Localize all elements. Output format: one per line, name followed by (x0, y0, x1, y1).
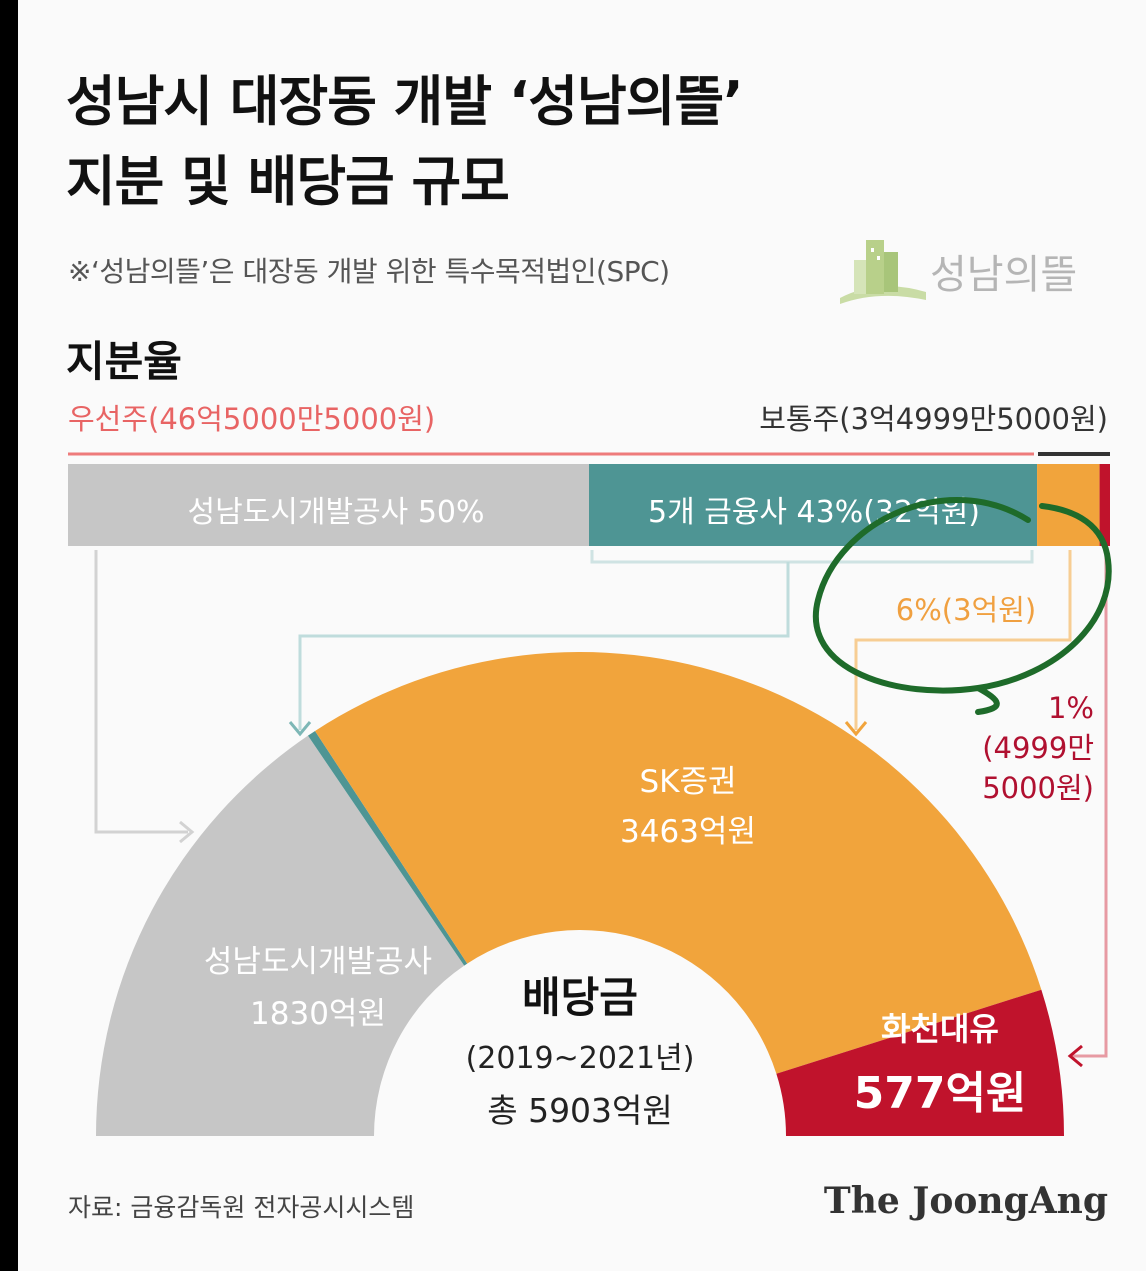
hwacheon-share-label-3: 5000원) (982, 771, 1094, 805)
share-and-dividend-chart: 성남도시개발공사 50% 5개 금융사 43%(32억원) 6%(3억원) 1%… (68, 452, 1112, 1136)
page-title: 성남시 대장동 개발 ‘성남의뜰’ 지분 및 배당금 규모 (66, 62, 744, 222)
teal-bracket (590, 550, 1034, 564)
slice-value-sk: 3463억원 (620, 814, 756, 850)
slice-value-hwacheon: 577억원 (854, 1068, 1027, 1119)
logo-text: 성남의뜰 (930, 252, 1078, 298)
annotation-circle (812, 496, 1112, 715)
slice-name-sungnam: 성남도시개발공사 (204, 944, 432, 980)
slice-hwacheon (776, 989, 1064, 1136)
donut-total: 총 5903억원 (487, 1091, 673, 1130)
slice-name-hwacheon: 화천대유 (881, 1010, 999, 1048)
donut-title: 배당금 (522, 973, 638, 1022)
preferred-share-label: 우선주(46억5000만5000원) (68, 402, 436, 436)
teal-connector (298, 562, 790, 730)
bar-segment-financial (589, 464, 1038, 546)
share-bar (68, 464, 1110, 546)
hwacheon-share-label-2: (4999만 (982, 731, 1094, 765)
section-title: 지분율 (66, 337, 182, 386)
slice-sungnam (96, 735, 465, 1136)
source-note: 자료: 금융감독원 전자공시시스템 (68, 1193, 415, 1222)
orange-connector (854, 550, 1072, 730)
slice-value-sungnam: 1830억원 (250, 996, 386, 1032)
subtitle-note: ※‘성남의뜰’은 대장동 개발 위한 특수목적법인(SPC) (68, 255, 670, 288)
brand-logo: The JoongAng (823, 1180, 1108, 1222)
sk-share-label: 6%(3억원) (896, 593, 1036, 627)
slice-name-sk: SK증권 (639, 764, 736, 800)
bar-segment-sungnam (68, 464, 589, 546)
building-logo-icon (840, 240, 926, 304)
title-line-1: 성남시 대장동 개발 ‘성남의뜰’ (66, 70, 744, 133)
common-share-label: 보통주(3억4999만5000원) (759, 402, 1108, 436)
slice-sk (315, 652, 1042, 1074)
title-line-2: 지분 및 배당금 규모 (66, 150, 510, 213)
hwacheon-share-label-1: 1% (1048, 691, 1094, 725)
donut-subtitle: (2019~2021년) (466, 1041, 695, 1076)
bar-label-sungnam: 성남도시개발공사 50% (187, 495, 484, 530)
infographic: 성남시 대장동 개발 ‘성남의뜰’ 지분 및 배당금 규모 ※‘성남의뜰’은 대… (18, 0, 1146, 1271)
slice-financial (307, 730, 468, 966)
bar-segment-hwacheon (1099, 464, 1110, 546)
red-connector (1072, 550, 1108, 1058)
gray-connector (94, 550, 188, 834)
dividend-donut (96, 652, 1064, 1136)
